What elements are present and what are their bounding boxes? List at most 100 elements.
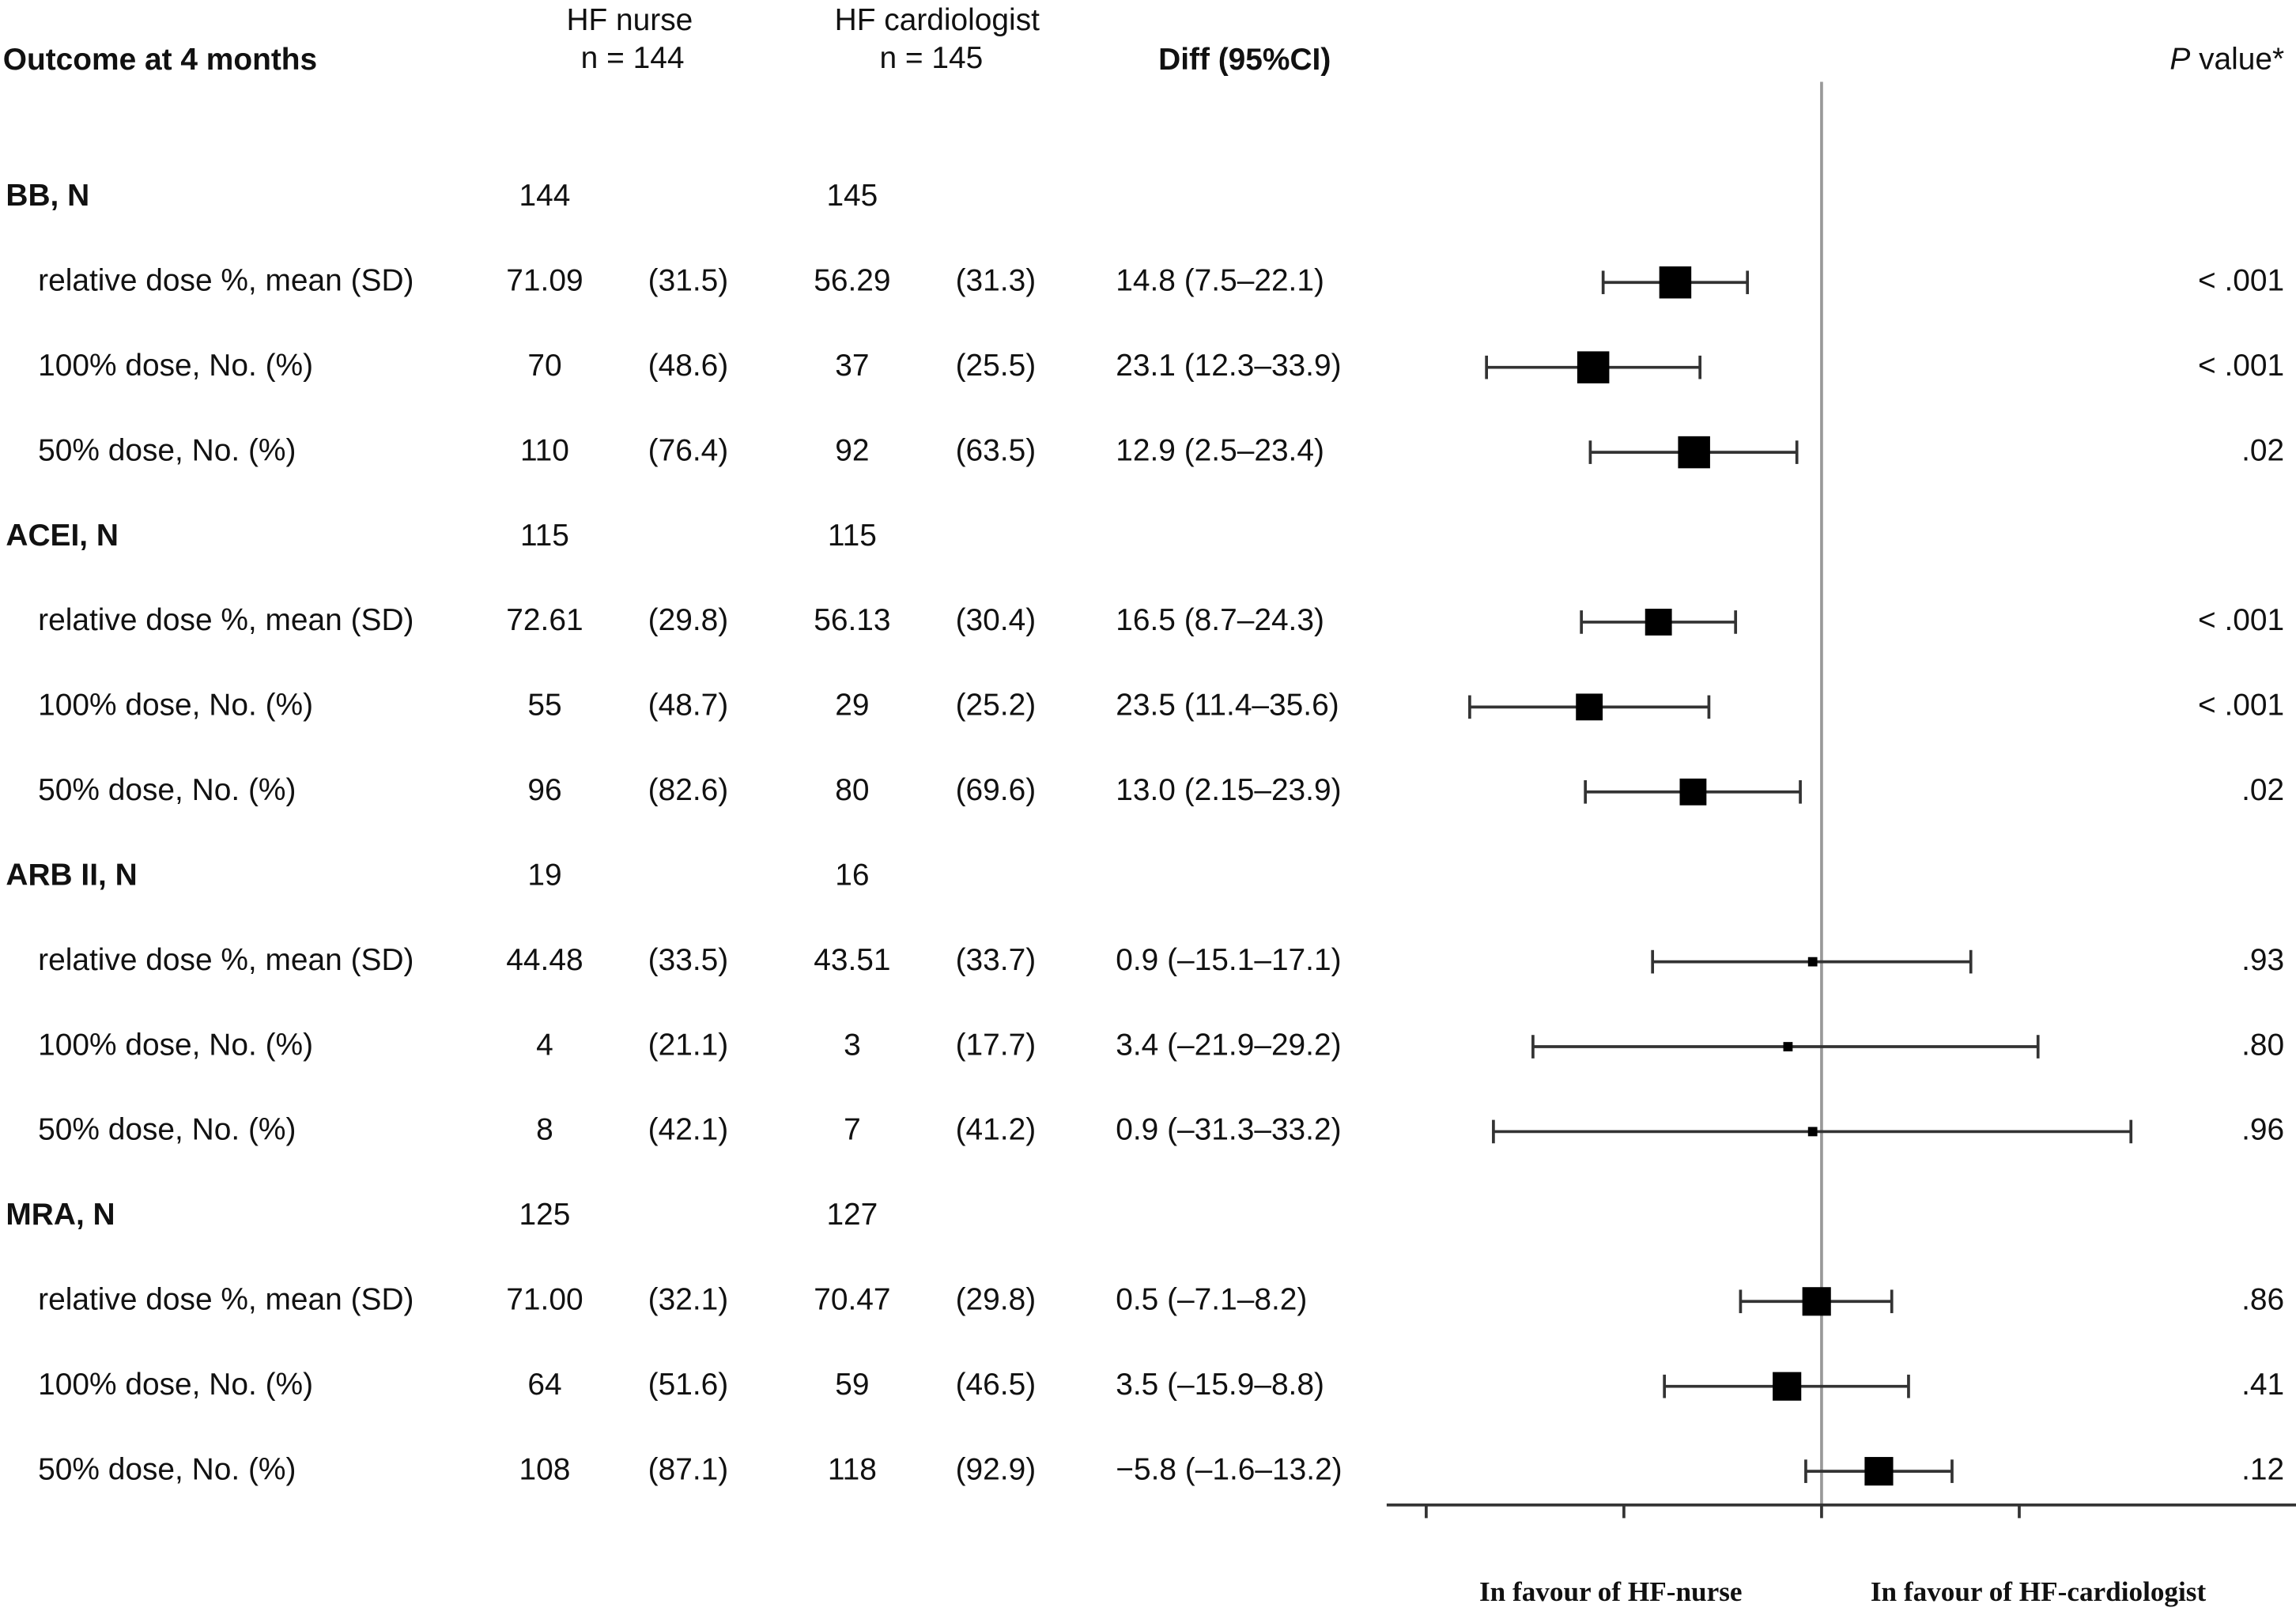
nurse-value: 64 [527,1368,561,1402]
group-nurse-n: 115 [520,519,569,553]
row-label: 100% dose, No. (%) [38,1028,313,1062]
group-nurse-n: 19 [527,858,561,892]
row-label: 100% dose, No. (%) [38,349,313,383]
nurse-sd: (42.1) [648,1113,729,1147]
cardio-value: 80 [835,773,869,807]
p-value: < .001 [2198,603,2284,637]
cardio-value: 70.47 [814,1283,890,1317]
diff-text: 3.5 (–15.9–8.8) [1116,1368,1324,1402]
group-label: ACEI, N [6,519,119,553]
nurse-value: 72.61 [506,603,583,637]
row-label: 50% dose, No. (%) [38,773,296,807]
nurse-sd: (21.1) [648,1028,729,1062]
header-cardio: HF cardiologist [835,3,1040,37]
header-p: P value* [2169,43,2284,77]
nurse-sd: (82.6) [648,773,729,807]
row-label: 100% dose, No. (%) [38,1368,313,1402]
diff-text: 23.1 (12.3–33.9) [1116,349,1341,383]
header-p-italic: P [2169,43,2190,77]
estimate-marker [1659,266,1692,299]
p-value: .02 [2241,433,2284,467]
cardio-value: 29 [835,689,869,723]
nurse-value: 96 [527,773,561,807]
cardio-sd: (30.4) [956,603,1037,637]
diff-text: 23.5 (11.4–35.6) [1116,689,1339,723]
nurse-sd: (32.1) [648,1283,729,1317]
diff-text: 0.5 (–7.1–8.2) [1116,1283,1307,1317]
diff-text: 16.5 (8.7–24.3) [1116,603,1324,637]
cardio-sd: (33.7) [956,943,1037,977]
p-value: .02 [2241,773,2284,807]
cardio-value: 7 [844,1113,861,1147]
cardio-value: 3 [844,1028,861,1062]
group-label: BB, N [6,179,89,213]
cardio-sd: (25.2) [956,689,1037,723]
cardio-value: 59 [835,1368,869,1402]
p-value: .80 [2241,1028,2284,1062]
cardio-value: 43.51 [814,943,890,977]
group-nurse-n: 125 [519,1198,571,1232]
nurse-value: 71.00 [506,1283,583,1317]
cardio-sd: (41.2) [956,1113,1037,1147]
nurse-value: 71.09 [506,264,583,298]
cardio-value: 92 [835,433,869,467]
p-value: .93 [2241,943,2284,977]
nurse-value: 108 [519,1452,571,1486]
row-label: relative dose %, mean (SD) [38,943,414,977]
cardio-value: 118 [828,1452,877,1486]
group-label: MRA, N [6,1198,115,1232]
cardio-value: 56.29 [814,264,890,298]
group-cardio-n: 127 [826,1198,878,1232]
estimate-marker [1807,1127,1818,1137]
estimate-marker [1807,957,1818,967]
p-value: < .001 [2198,264,2284,298]
p-value: < .001 [2198,349,2284,383]
estimate-marker [1802,1287,1831,1316]
row-label: relative dose %, mean (SD) [38,1283,414,1317]
diff-text: 13.0 (2.15–23.9) [1116,773,1341,807]
p-value: .41 [2241,1368,2284,1402]
group-label: ARB II, N [6,858,137,892]
cardio-sd: (17.7) [956,1028,1037,1062]
row-label: 100% dose, No. (%) [38,689,313,723]
row-label: relative dose %, mean (SD) [38,603,414,637]
group-cardio-n: 115 [828,519,877,553]
group-nurse-n: 144 [519,179,571,213]
estimate-marker [1773,1372,1802,1401]
diff-text: 0.9 (–31.3–33.2) [1116,1113,1341,1147]
diff-text: 14.8 (7.5–22.1) [1116,264,1324,298]
nurse-value: 8 [536,1113,553,1147]
header-p-rest: value* [2199,43,2284,77]
cardio-sd: (69.6) [956,773,1037,807]
nurse-sd: (29.8) [648,603,729,637]
cardio-sd: (63.5) [956,433,1037,467]
nurse-value: 55 [527,689,561,723]
estimate-marker [1679,778,1707,806]
estimate-marker [1576,693,1603,721]
nurse-value: 110 [520,433,569,467]
diff-text: 0.9 (–15.1–17.1) [1116,943,1341,977]
nurse-sd: (87.1) [648,1452,729,1486]
nurse-sd: (33.5) [648,943,729,977]
estimate-marker [1783,1042,1793,1051]
header-nurse-n: n = 144 [581,41,685,75]
nurse-value: 4 [536,1028,553,1062]
cardio-value: 37 [835,349,869,383]
row-label: 50% dose, No. (%) [38,433,296,467]
estimate-marker [1645,609,1672,636]
p-value: .12 [2241,1452,2284,1486]
cardio-sd: (29.8) [956,1283,1037,1317]
cardio-sd: (46.5) [956,1368,1037,1402]
cardio-value: 56.13 [814,603,890,637]
p-value: .96 [2241,1113,2284,1147]
cardio-sd: (25.5) [956,349,1037,383]
p-value: .86 [2241,1283,2284,1317]
favour-right-label: In favour of HF-cardiologist [1871,1576,2207,1607]
nurse-sd: (51.6) [648,1368,729,1402]
estimate-marker [1678,436,1710,469]
nurse-value: 70 [527,349,561,383]
diff-text: 3.4 (–21.9–29.2) [1116,1028,1341,1062]
nurse-sd: (48.7) [648,689,729,723]
diff-text: −5.8 (–1.6–13.2) [1116,1452,1342,1486]
